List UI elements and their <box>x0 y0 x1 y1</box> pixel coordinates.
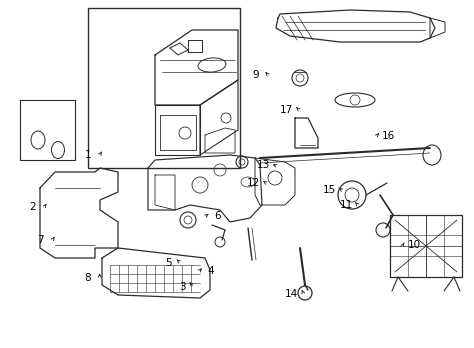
Text: 11: 11 <box>339 200 353 210</box>
Text: 3: 3 <box>179 282 186 292</box>
Text: 13: 13 <box>256 160 270 170</box>
Text: 12: 12 <box>247 178 260 188</box>
Text: 9: 9 <box>253 70 259 80</box>
Text: 6: 6 <box>215 211 221 221</box>
Text: 8: 8 <box>84 274 91 283</box>
Text: 17: 17 <box>280 105 293 114</box>
Bar <box>88 8 240 168</box>
Text: 10: 10 <box>408 240 421 250</box>
Text: 15: 15 <box>323 185 336 195</box>
Text: 14: 14 <box>285 289 298 299</box>
Text: 2: 2 <box>29 202 36 212</box>
Text: 1: 1 <box>84 150 91 160</box>
Text: 16: 16 <box>382 131 395 141</box>
Text: 4: 4 <box>208 267 214 276</box>
Text: 5: 5 <box>165 258 172 268</box>
Text: 7: 7 <box>37 235 44 245</box>
Bar <box>20 100 75 160</box>
